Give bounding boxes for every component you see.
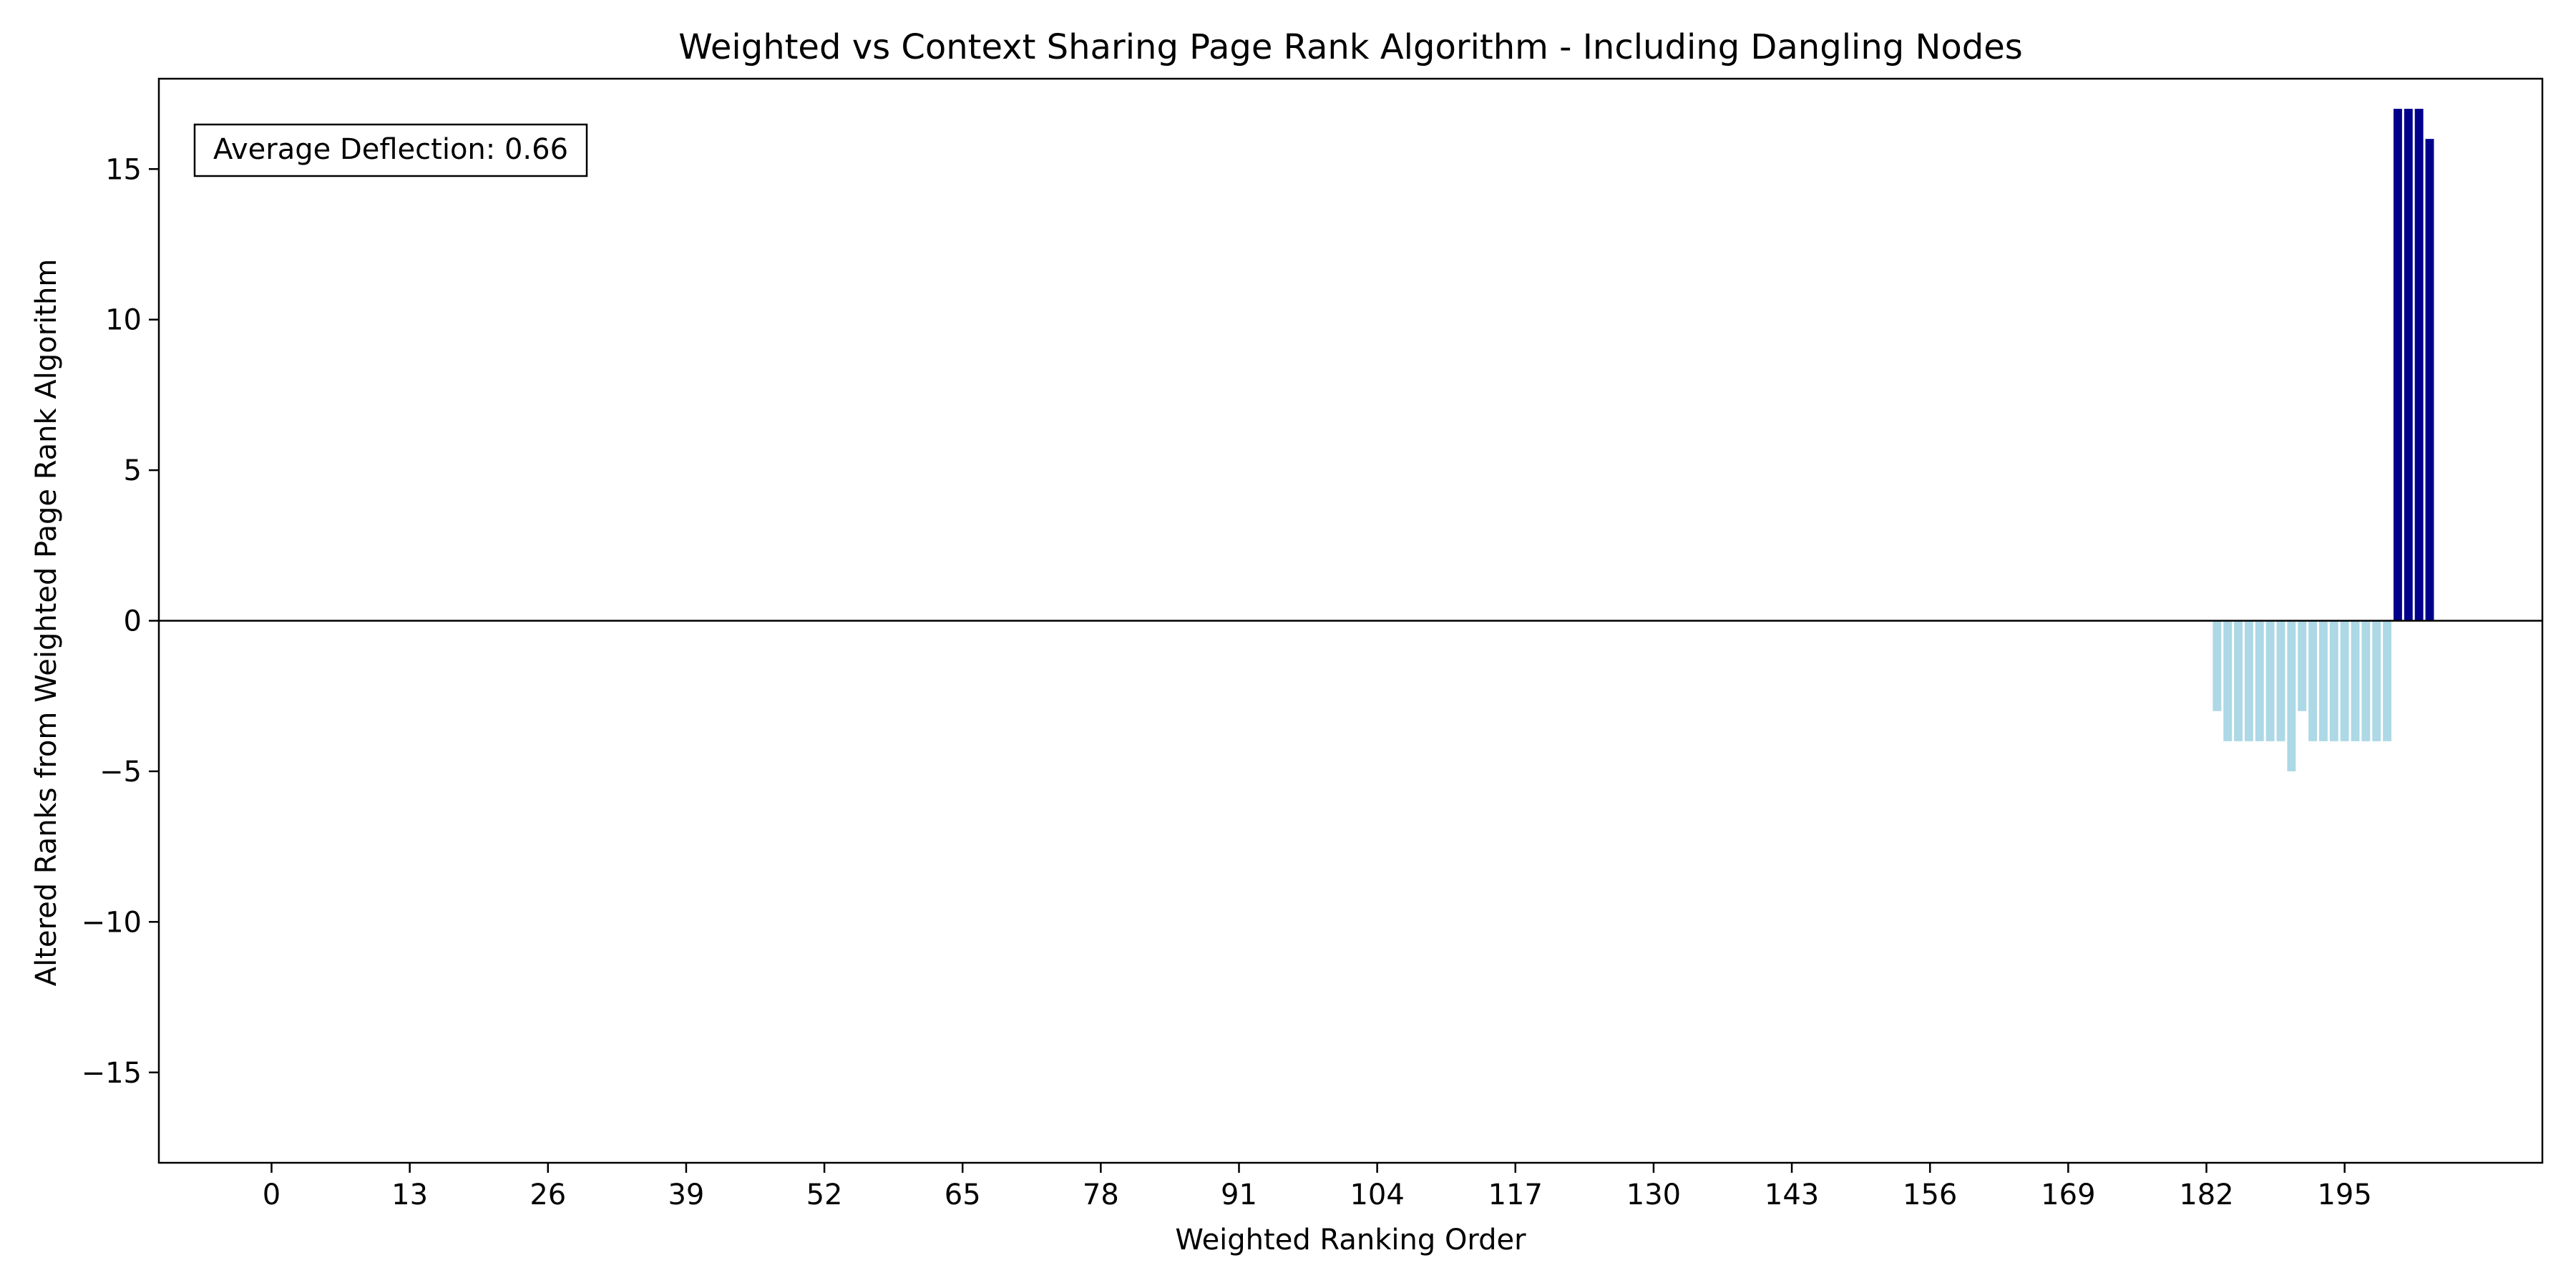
- x-tick-label-104: 104: [1350, 1179, 1404, 1211]
- x-axis: 0 13 26 39 52 65 78 91 104 117 130 143 156 169 182 195: [263, 1163, 2372, 1211]
- bar-187: [2255, 620, 2264, 741]
- y-tick-label--15: −15: [82, 1057, 142, 1090]
- annotation-text: Average Deflection: 0.66: [213, 133, 568, 166]
- bar-194: [2329, 620, 2338, 741]
- bar-186: [2244, 620, 2253, 741]
- bar-200: [2393, 109, 2402, 621]
- bar-196: [2351, 620, 2360, 741]
- bar-193: [2318, 620, 2328, 741]
- x-tick-label-143: 143: [1765, 1179, 1819, 1211]
- bar-198: [2372, 620, 2381, 741]
- y-tick-label--5: −5: [99, 756, 142, 789]
- bar-183: [2212, 620, 2222, 711]
- x-axis-label: Weighted Ranking Order: [1175, 1224, 1526, 1257]
- x-tick-label-78: 78: [1083, 1179, 1119, 1211]
- x-tick-label-130: 130: [1626, 1179, 1681, 1211]
- x-tick-label-52: 52: [806, 1179, 843, 1211]
- bar-197: [2361, 620, 2371, 741]
- bars-group: [2212, 109, 2434, 771]
- bar-184: [2223, 620, 2233, 741]
- y-tick-label-0: 0: [124, 605, 142, 638]
- x-tick-label-182: 182: [2179, 1179, 2233, 1211]
- x-tick-label-26: 26: [530, 1179, 566, 1211]
- bar-203: [2425, 139, 2434, 621]
- bar-199: [2383, 620, 2392, 741]
- annotation-box: Average Deflection: 0.66: [193, 123, 588, 177]
- bar-201: [2404, 109, 2413, 621]
- x-tick-label-195: 195: [2317, 1179, 2371, 1211]
- x-tick-label-39: 39: [668, 1179, 704, 1211]
- x-tick-label-91: 91: [1221, 1179, 1257, 1211]
- y-tick-label-10: 10: [105, 304, 142, 337]
- bar-192: [2308, 620, 2318, 741]
- bar-191: [2298, 620, 2307, 711]
- x-tick-label-13: 13: [391, 1179, 428, 1211]
- bar-185: [2234, 620, 2243, 741]
- y-axis-label: Altered Ranks from Weighted Page Rank Al…: [30, 259, 63, 987]
- x-tick-label-117: 117: [1488, 1179, 1543, 1211]
- bar-190: [2287, 620, 2296, 771]
- x-tick-label-169: 169: [2041, 1179, 2095, 1211]
- y-axis: −15 −10 −5 0 5 10 15: [82, 153, 159, 1090]
- y-tick-label-15: 15: [105, 153, 142, 186]
- bar-189: [2276, 620, 2285, 741]
- y-tick-label-5: 5: [124, 454, 142, 487]
- chart-title: Weighted vs Context Sharing Page Rank Al…: [678, 27, 2023, 67]
- x-tick-label-0: 0: [263, 1179, 280, 1211]
- annotation-frame: [193, 123, 588, 177]
- x-tick-label-156: 156: [1903, 1179, 1957, 1211]
- bar-195: [2340, 620, 2349, 741]
- plot-area: [157, 77, 2544, 1164]
- bar-188: [2265, 620, 2275, 741]
- x-tick-label-65: 65: [945, 1179, 981, 1211]
- bar-202: [2414, 109, 2424, 621]
- y-tick-label--10: −10: [82, 906, 142, 939]
